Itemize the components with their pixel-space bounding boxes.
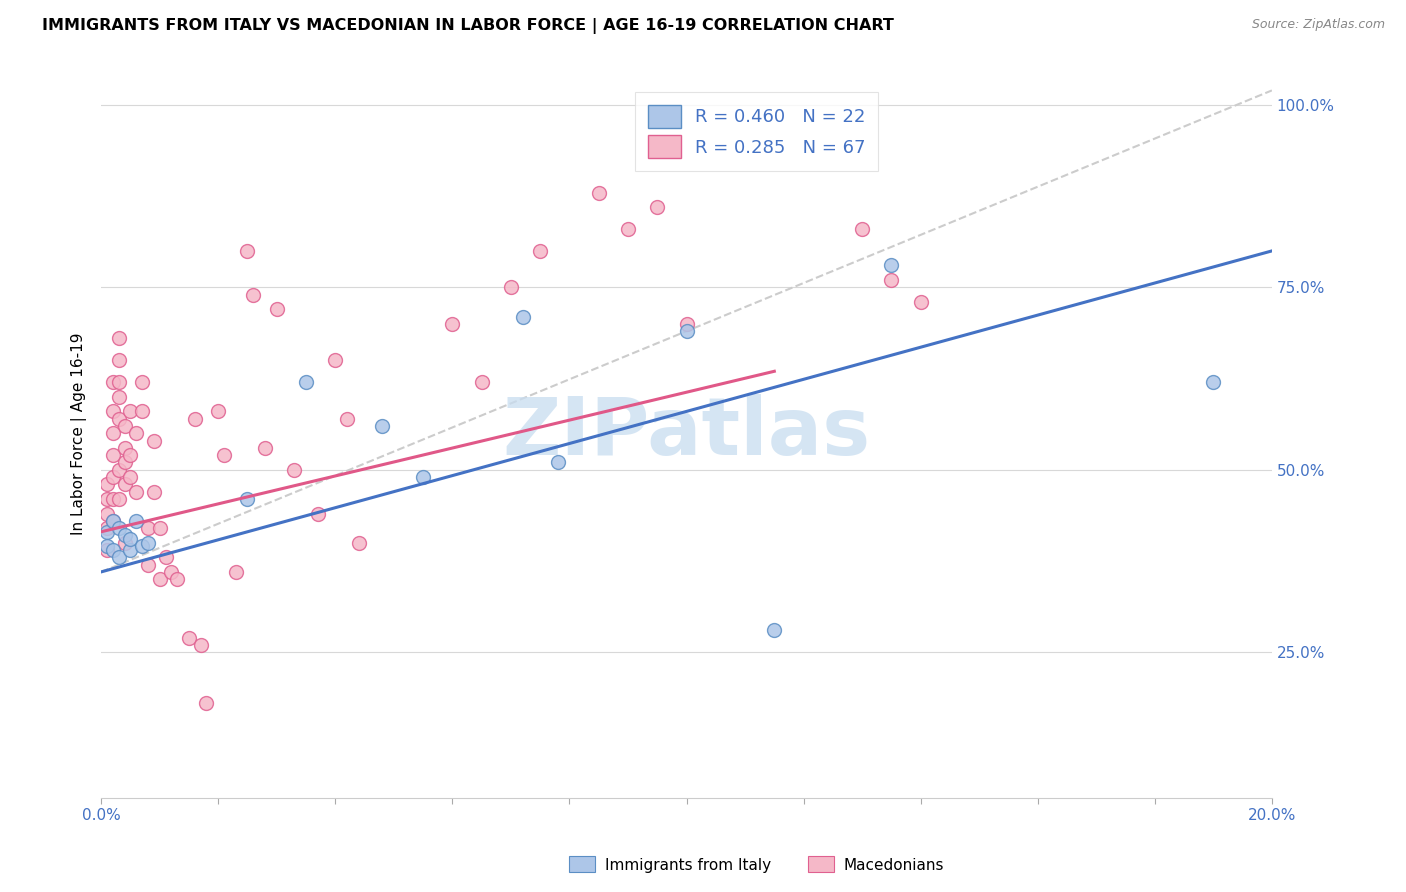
Y-axis label: In Labor Force | Age 16-19: In Labor Force | Age 16-19: [72, 332, 87, 534]
Point: [96, 543, 118, 558]
Point: [675, 317, 697, 331]
Point: [412, 470, 434, 484]
Point: [166, 572, 188, 586]
Point: [107, 521, 129, 535]
Point: [160, 565, 183, 579]
Point: [323, 353, 346, 368]
Point: [125, 484, 148, 499]
Point: [142, 434, 165, 448]
Point: [96, 491, 118, 506]
Point: [547, 455, 569, 469]
Point: [307, 507, 329, 521]
Point: [96, 540, 118, 554]
Text: IMMIGRANTS FROM ITALY VS MACEDONIAN IN LABOR FORCE | AGE 16-19 CORRELATION CHART: IMMIGRANTS FROM ITALY VS MACEDONIAN IN L…: [42, 18, 894, 34]
Point: [336, 411, 359, 425]
Point: [96, 524, 118, 539]
Point: [96, 507, 118, 521]
Point: [880, 273, 903, 287]
Point: [212, 448, 235, 462]
Text: ZIPatlas: ZIPatlas: [502, 394, 870, 472]
Point: [107, 463, 129, 477]
Point: [142, 484, 165, 499]
Point: [101, 543, 124, 558]
Point: [120, 448, 142, 462]
Point: [114, 419, 136, 434]
Point: [131, 404, 153, 418]
Point: [107, 411, 129, 425]
Point: [136, 558, 159, 572]
Point: [114, 477, 136, 491]
Point: [120, 404, 142, 418]
Point: [499, 280, 522, 294]
Point: [107, 550, 129, 565]
Point: [120, 470, 142, 484]
Point: [242, 287, 264, 301]
Point: [529, 244, 551, 258]
Point: [101, 491, 124, 506]
Point: [131, 376, 153, 390]
Point: [763, 624, 786, 638]
Point: [149, 572, 172, 586]
Point: [101, 514, 124, 528]
Point: [101, 470, 124, 484]
Text: Source: ZipAtlas.com: Source: ZipAtlas.com: [1251, 18, 1385, 31]
Point: [114, 441, 136, 455]
Point: [107, 491, 129, 506]
Legend: R = 0.460   N = 22, R = 0.285   N = 67: R = 0.460 N = 22, R = 0.285 N = 67: [636, 92, 879, 171]
Point: [125, 514, 148, 528]
Point: [114, 535, 136, 549]
Point: [236, 491, 259, 506]
Point: [512, 310, 534, 324]
Point: [136, 535, 159, 549]
Point: [101, 514, 124, 528]
Point: [96, 521, 118, 535]
Point: [120, 532, 142, 546]
Point: [266, 302, 288, 317]
Point: [107, 390, 129, 404]
Point: [254, 441, 277, 455]
Point: [675, 324, 697, 338]
Point: [295, 376, 318, 390]
Point: [471, 376, 494, 390]
Point: [125, 426, 148, 441]
Point: [155, 550, 177, 565]
Point: [236, 244, 259, 258]
Point: [195, 696, 218, 710]
Point: [101, 448, 124, 462]
Point: [347, 535, 370, 549]
Point: [371, 419, 394, 434]
Point: [101, 376, 124, 390]
Point: [120, 543, 142, 558]
Point: [136, 521, 159, 535]
Point: [588, 186, 610, 200]
Text: Immigrants from Italy: Immigrants from Italy: [605, 858, 770, 872]
Point: [107, 353, 129, 368]
Point: [149, 521, 172, 535]
Point: [96, 477, 118, 491]
Point: [880, 259, 903, 273]
Point: [617, 222, 640, 236]
Text: Macedonians: Macedonians: [844, 858, 943, 872]
Point: [107, 331, 129, 345]
Point: [283, 463, 305, 477]
Point: [101, 426, 124, 441]
Point: [645, 200, 668, 214]
Point: [107, 376, 129, 390]
Point: [207, 404, 229, 418]
Point: [131, 540, 153, 554]
Point: [225, 565, 247, 579]
Point: [190, 638, 212, 652]
Point: [851, 222, 873, 236]
Point: [184, 411, 207, 425]
Point: [910, 295, 932, 310]
Point: [441, 317, 464, 331]
Point: [114, 528, 136, 542]
Point: [114, 455, 136, 469]
Point: [1202, 376, 1225, 390]
Point: [101, 404, 124, 418]
Point: [177, 631, 200, 645]
